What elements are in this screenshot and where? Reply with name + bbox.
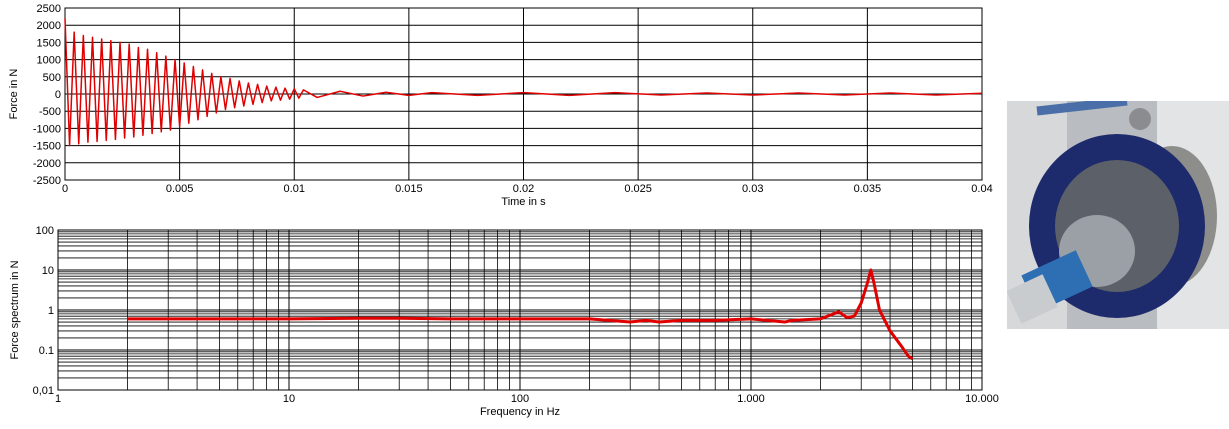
x-tick-label: 10 bbox=[283, 393, 295, 405]
y-tick-label: -1500 bbox=[33, 141, 61, 153]
x-tick-label: 1.000 bbox=[737, 393, 765, 405]
x-tick-label: 100 bbox=[511, 393, 529, 405]
y-tick-label: 0.1 bbox=[39, 345, 54, 357]
y-tick-label: 1500 bbox=[37, 37, 61, 49]
y-tick-label: 2000 bbox=[37, 20, 61, 32]
photo bbox=[1007, 101, 1229, 329]
y-axis-label: Force in N bbox=[8, 69, 20, 120]
x-axis-label: Time in s bbox=[501, 196, 546, 208]
plot-frame bbox=[57, 229, 983, 391]
y-tick-label: 1000 bbox=[37, 55, 61, 67]
x-tick-label: 0.035 bbox=[854, 183, 882, 195]
charts: 0 0.005 0.01 0.015 0.02 0.025 0.03 0.035 0.04 -25… bbox=[8, 3, 999, 418]
y-tick-label: -2500 bbox=[33, 175, 61, 187]
x-tick-label: 0.005 bbox=[166, 183, 194, 195]
x-tick-label: 0.01 bbox=[284, 183, 305, 195]
y-tick-label: -2000 bbox=[33, 158, 61, 170]
y-tick-label: 10 bbox=[42, 265, 54, 277]
x-tick-label: 0.03 bbox=[742, 183, 763, 195]
y-tick-label: 500 bbox=[43, 72, 61, 84]
y-tick-label: 2500 bbox=[37, 3, 61, 15]
data-line bbox=[64, 18, 983, 147]
x-tick-label: 10.000 bbox=[965, 393, 999, 405]
x-tick-label: 0.015 bbox=[395, 183, 423, 195]
data-line bbox=[127, 268, 914, 361]
x-tick-label: 0 bbox=[62, 183, 68, 195]
x-tick-label: 0.02 bbox=[513, 183, 534, 195]
y-tick-label: 0 bbox=[55, 89, 61, 101]
x-axis-label: Frequency in Hz bbox=[480, 406, 560, 418]
y-tick-label: 1 bbox=[48, 305, 54, 317]
y-tick-label: -500 bbox=[39, 106, 61, 118]
y-tick-label: -1000 bbox=[33, 123, 61, 135]
y-tick-label: 100 bbox=[36, 225, 54, 237]
x-tick-label: 0.04 bbox=[971, 183, 992, 195]
x-tick-label: 0.025 bbox=[624, 183, 652, 195]
x-tick-label: 1 bbox=[55, 393, 61, 405]
y-axis-label: Force spectrum in N bbox=[9, 260, 21, 359]
y-tick-label: 0,01 bbox=[33, 385, 54, 397]
